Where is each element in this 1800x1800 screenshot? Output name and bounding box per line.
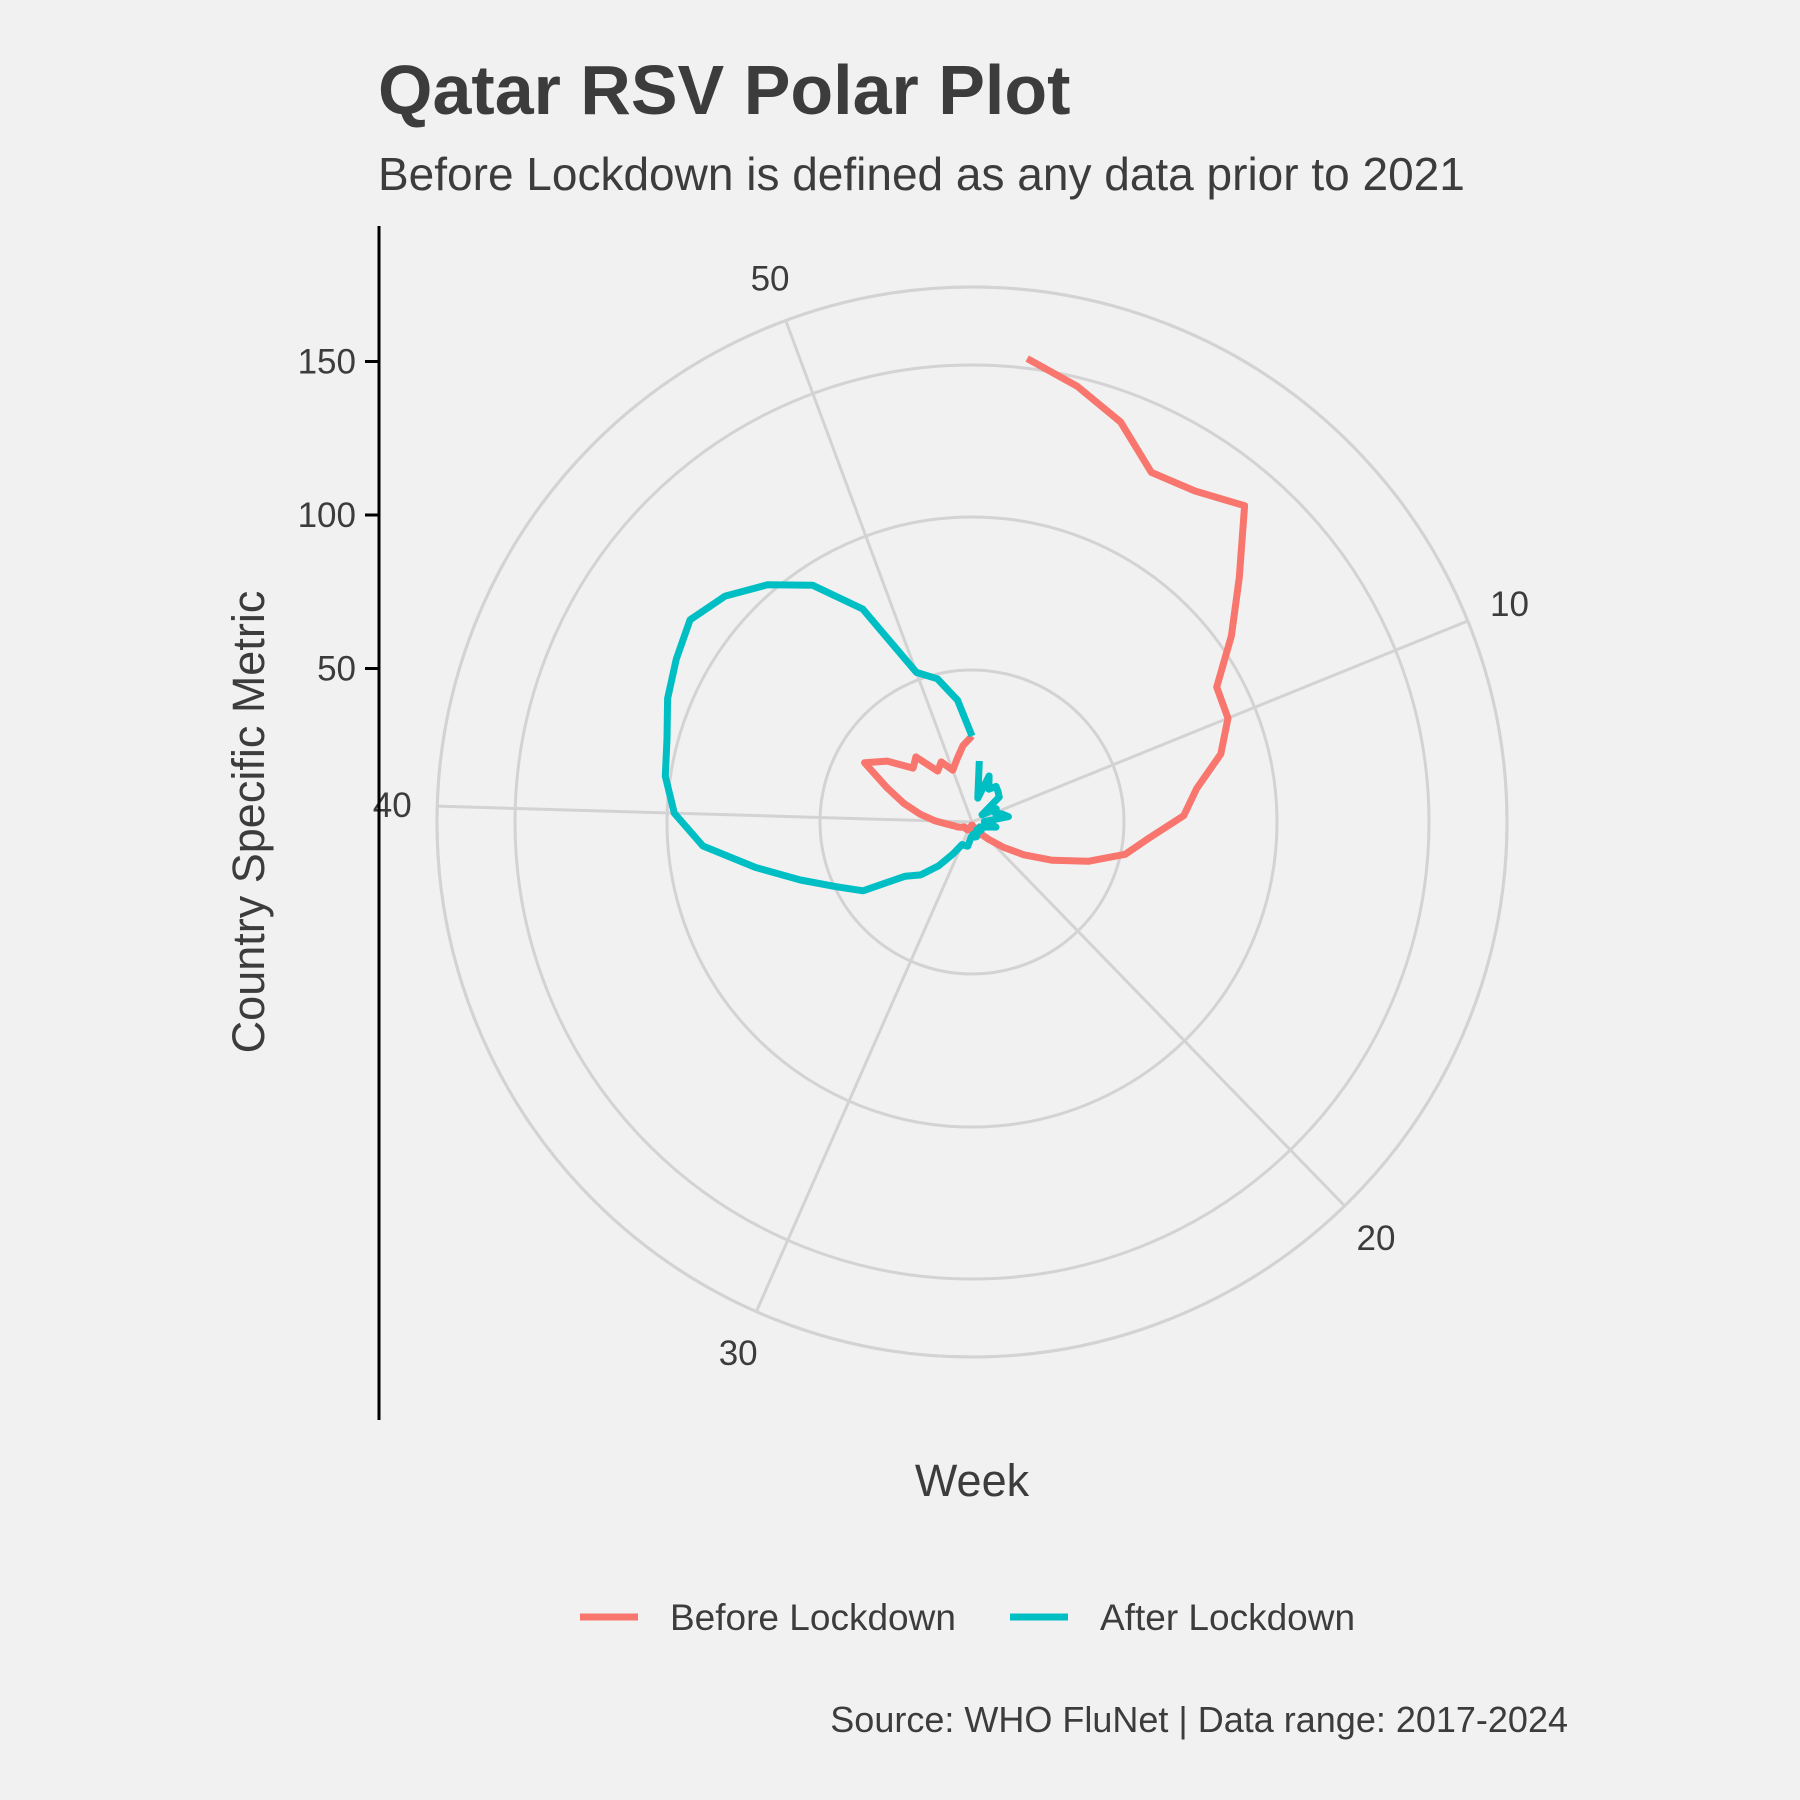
grid-circle [818,668,1126,976]
x-axis-title: Week [915,1455,1030,1506]
y-tick-label: 150 [298,343,356,382]
legend-label: After Lockdown [1100,1597,1355,1638]
series-line-before-lockdown [861,355,1249,865]
spoke-week-50 [784,319,974,823]
y-tick-label: 100 [298,496,356,535]
legend-label: Before Lockdown [670,1597,956,1638]
spoke-week-30 [754,821,974,1313]
y-axis-title: Country Specific Metric [223,591,274,1054]
week-tick-label: 30 [719,1334,758,1373]
spoke-week-40 [437,804,973,824]
week-tick-label: 50 [751,259,790,298]
series-line-after-lockdown [661,581,1012,895]
spoke-week-10 [971,619,1469,824]
y-axis-ticks: 50 100 150 [298,343,379,689]
legend: Before Lockdown After Lockdown [580,1597,1355,1638]
chart-title: Qatar RSV Polar Plot [378,51,1070,129]
series-layer [661,355,1249,895]
grid-circle [513,363,1431,1281]
y-tick-label: 50 [317,650,356,689]
spoke-week-20 [970,820,1346,1207]
grid-circle-outer [435,285,1509,1359]
week-tick-label: 10 [1490,585,1529,624]
week-tick-label: 20 [1357,1219,1396,1258]
chart-subtitle: Before Lockdown is defined as any data p… [378,148,1465,200]
grid-circle [665,515,1279,1129]
chart-caption: Source: WHO FluNet | Data range: 2017-20… [830,1699,1568,1740]
polar-grid [435,285,1509,1359]
